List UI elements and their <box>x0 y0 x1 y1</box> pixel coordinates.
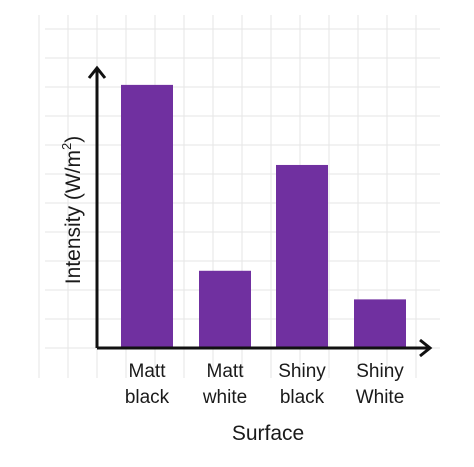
x-axis-arrow-icon <box>419 338 433 358</box>
x-tick-label: Matt white <box>202 361 247 408</box>
y-axis-label: Intensity (W/m2) <box>59 136 85 284</box>
bar <box>121 84 173 348</box>
bars <box>121 84 406 348</box>
y-axis-label-main: Intensity (W/m <box>62 150 85 284</box>
axes <box>87 65 433 358</box>
x-tick-label: Shiny White <box>356 361 405 408</box>
bar <box>199 270 251 348</box>
y-axis-arrow-icon <box>87 65 107 79</box>
x-tick-label: Matt black <box>125 361 170 408</box>
y-axis-label-superscript: 2 <box>59 143 74 150</box>
grid <box>38 15 440 378</box>
y-axis-label-suffix: ) <box>62 136 85 143</box>
x-tick-labels: Matt black Matt white Shiny black Shiny White <box>125 361 404 408</box>
x-tick-label: Shiny black <box>278 361 326 408</box>
bar <box>276 164 328 348</box>
x-axis-label: Surface <box>232 422 304 445</box>
bar <box>354 299 406 348</box>
